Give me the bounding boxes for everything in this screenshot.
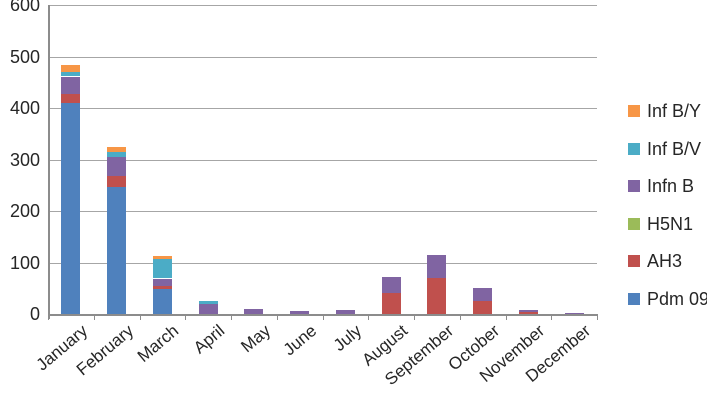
- bar-segment-february-pdm-09: [107, 186, 127, 314]
- bar-segment-november-ah3: [518, 311, 538, 314]
- bar-segment-september-infn-b: [427, 254, 447, 278]
- bar-segment-january-inf-b-v: [61, 71, 81, 77]
- bar-segment-february-inf-b-y: [107, 146, 127, 153]
- bar-segment-march-pdm-09: [152, 289, 172, 314]
- x-axis-tick: [231, 314, 232, 320]
- bar-segment-october-infn-b: [473, 288, 493, 302]
- bar-segment-january-infn-b: [61, 76, 81, 94]
- legend-swatch-icon: [628, 142, 640, 155]
- y-axis-tick-label: 300: [9, 149, 40, 170]
- bar-segment-february-infn-b: [107, 157, 127, 176]
- bar-segment-november-infn-b: [518, 309, 538, 312]
- x-axis-tick: [505, 314, 507, 320]
- x-axis-label-june: June: [279, 321, 320, 360]
- y-axis-line: [48, 5, 50, 319]
- gridline-500: [48, 56, 597, 58]
- x-axis-tick: [597, 314, 598, 320]
- bar-segment-august-ah3: [381, 293, 401, 314]
- x-axis-tick: [185, 314, 187, 320]
- bar-segment-july-infn-b: [335, 309, 355, 314]
- legend-swatch-icon: [628, 217, 640, 230]
- legend-label: Infn B: [647, 176, 695, 196]
- bar-segment-march-infn-b: [152, 278, 172, 287]
- legend-label: AH3: [647, 251, 683, 271]
- bar-segment-march-inf-b-v: [152, 258, 172, 279]
- x-axis-tick: [48, 314, 49, 320]
- y-axis-tick-label: 200: [9, 201, 40, 221]
- legend-swatch-icon: [628, 255, 640, 267]
- bar-segment-april-infn-b: [198, 304, 218, 314]
- x-axis-tick: [459, 314, 461, 320]
- gridline-100: [48, 262, 597, 264]
- legend-swatch-icon: [628, 180, 640, 192]
- x-axis-tick: [414, 314, 415, 320]
- bar-segment-december-infn-b: [564, 312, 584, 314]
- y-axis-tick-label: 600: [9, 0, 40, 15]
- gridline-600: [48, 5, 597, 6]
- legend-label: H5N1: [647, 213, 694, 234]
- bar-segment-june-infn-b: [290, 310, 310, 314]
- x-axis-tick: [551, 314, 553, 320]
- x-axis-tick: [368, 314, 370, 320]
- bar-segment-april-inf-b-v: [198, 301, 218, 305]
- y-axis-tick-label: 400: [9, 98, 40, 118]
- bar-segment-may-infn-b: [244, 308, 264, 315]
- x-axis-tick: [322, 314, 324, 320]
- bar-segment-september-ah3: [427, 277, 447, 314]
- legend-swatch-icon: [628, 105, 640, 117]
- gridline-200: [48, 211, 597, 212]
- legend-label: Inf B/Y: [647, 101, 702, 121]
- bar-segment-march-inf-b-y: [152, 255, 172, 259]
- legend-label: Inf B/V: [647, 138, 702, 159]
- legend-swatch-icon: [628, 292, 640, 305]
- y-axis-tick-label: 100: [9, 252, 40, 273]
- bar-segment-january-inf-b-y: [61, 64, 81, 72]
- x-axis-tick: [276, 314, 278, 320]
- bar-segment-january-ah3: [61, 93, 81, 103]
- gridline-300: [48, 159, 597, 161]
- x-axis-label-may: May: [237, 321, 275, 357]
- bar-segment-august-infn-b: [381, 277, 401, 294]
- x-axis-label-april: April: [190, 321, 229, 358]
- y-axis-tick-label: 0: [29, 304, 40, 324]
- x-axis-tick: [93, 314, 95, 320]
- bar-segment-january-pdm-09: [61, 102, 81, 314]
- bar-segment-march-ah3: [152, 286, 172, 290]
- x-axis-label-march: March: [134, 321, 183, 366]
- bar-segment-october-ah3: [473, 301, 493, 314]
- bar-segment-february-inf-b-v: [107, 152, 127, 158]
- legend-label: Pdm 09: [647, 288, 707, 309]
- gridline-400: [48, 108, 597, 109]
- x-axis-label-july: July: [330, 321, 366, 355]
- bar-segment-february-ah3: [107, 176, 127, 187]
- y-axis-tick-label: 500: [9, 46, 40, 67]
- x-axis-tick: [139, 314, 141, 320]
